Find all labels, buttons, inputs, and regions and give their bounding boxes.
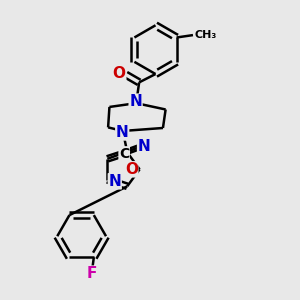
Text: O: O	[113, 66, 126, 81]
Text: C: C	[119, 147, 129, 161]
Text: F: F	[86, 266, 97, 281]
Text: N: N	[108, 174, 121, 189]
Text: N: N	[138, 139, 150, 154]
Text: O: O	[125, 162, 138, 177]
Text: CH₃: CH₃	[194, 29, 217, 40]
Text: N: N	[116, 125, 129, 140]
Text: N: N	[129, 94, 142, 109]
